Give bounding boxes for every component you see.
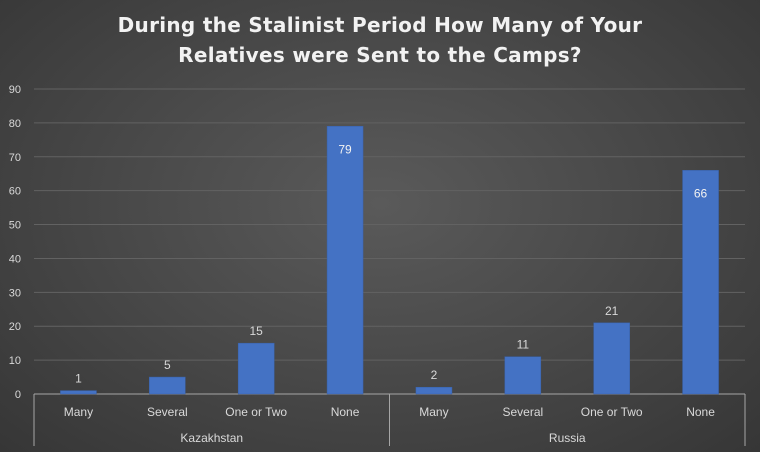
data-label: 2 [431,368,438,382]
y-tick-label: 40 [9,253,21,265]
data-label: 1 [75,372,82,386]
y-tick-label: 70 [9,152,21,164]
y-tick-label: 90 [9,84,21,96]
chart-title: During the Stalinist Period How Many of … [0,10,760,70]
bar [682,170,719,395]
y-tick-label: 50 [9,220,21,232]
y-tick-label: 60 [9,186,21,198]
x-tick-label: Several [502,405,543,419]
x-tick-label: Many [64,405,93,419]
y-tick-label: 10 [9,355,21,367]
data-label: 21 [605,304,619,318]
data-label: 15 [250,324,264,338]
data-label: 5 [164,358,171,372]
chart-title-line-1: During the Stalinist Period How Many of … [117,13,643,37]
x-tick-label: Several [147,405,188,419]
bar [415,386,453,395]
y-tick-label: 20 [9,321,21,333]
x-tick-label: Many [419,405,448,419]
group-label: Kazakhstan [180,431,243,445]
bar [60,390,97,395]
x-tick-label: One or Two [581,405,643,419]
bar [237,342,275,395]
data-label: 66 [694,186,708,200]
y-tick-label: 80 [9,118,21,130]
data-label: 79 [338,142,352,156]
x-tick-label: One or Two [225,405,287,419]
x-tick-label: None [331,405,360,419]
y-tick-label: 30 [9,287,21,299]
bar [504,356,542,395]
group-label: Russia [549,431,586,445]
x-tick-label: None [686,405,715,419]
bar [149,376,186,395]
data-label: 11 [517,338,530,352]
bar [326,126,364,395]
bar [593,322,630,395]
chart-title-line-2: Relatives were Sent to the Camps? [178,43,582,67]
y-tick-label: 0 [15,389,21,401]
